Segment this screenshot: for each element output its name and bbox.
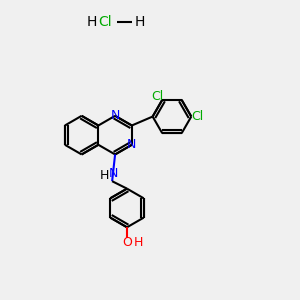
Text: H: H xyxy=(87,15,97,29)
Text: Cl: Cl xyxy=(191,110,203,123)
Text: N: N xyxy=(109,167,118,180)
Text: N: N xyxy=(127,138,136,151)
Text: H: H xyxy=(100,169,110,182)
Text: Cl: Cl xyxy=(152,90,164,104)
Text: Cl: Cl xyxy=(99,15,112,29)
Text: H: H xyxy=(134,236,143,249)
Text: N: N xyxy=(110,109,120,122)
Text: H: H xyxy=(134,15,145,29)
Text: O: O xyxy=(122,236,132,249)
